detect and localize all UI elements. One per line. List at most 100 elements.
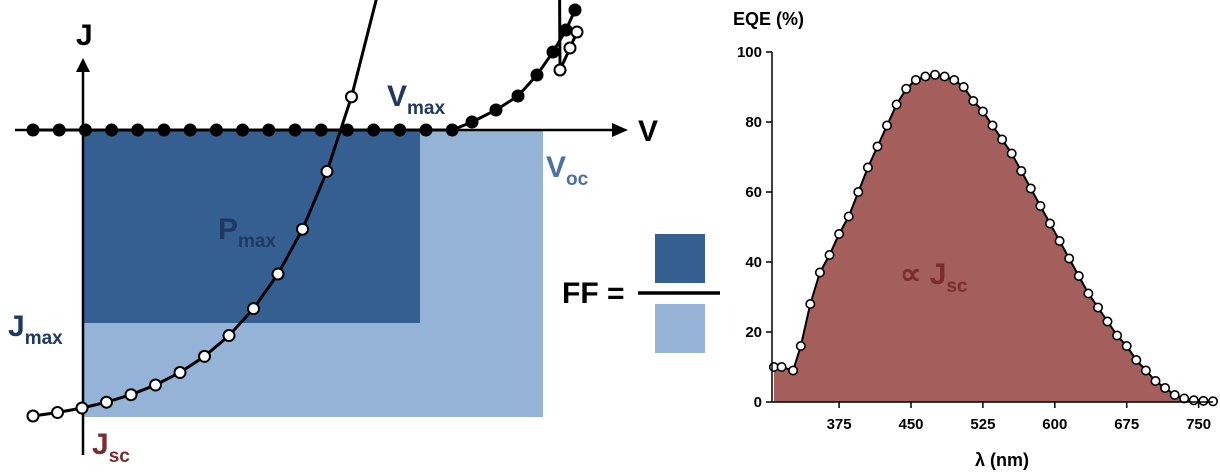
eqe-point [776, 361, 787, 372]
light-jv-point [553, 63, 567, 77]
eqe-point [1093, 302, 1104, 313]
eqe-x-tick-label: 525 [970, 416, 995, 433]
voc-label: Voc [546, 151, 589, 190]
eqe-point [939, 71, 950, 82]
eqe-point [843, 211, 854, 222]
light-jv-points [26, 25, 584, 423]
eqe-chart: EQE (%) λ (nm) 0 20 40 60 80 100 375 450 525 600 6… [733, 9, 1219, 470]
dark-jv-point [559, 23, 573, 37]
ff-numerator-pmax-swatch [655, 234, 705, 283]
eqe-point [1083, 288, 1094, 299]
eqe-y-tick-label: 0 [754, 394, 762, 411]
eqe-point [853, 187, 864, 198]
eqe-point [1006, 148, 1017, 159]
eqe-point [1121, 340, 1132, 351]
eqe-x-tick-label: 600 [1042, 416, 1067, 433]
eqe-point [1073, 270, 1084, 281]
eqe-point [824, 250, 835, 261]
fill-factor-equation: FF = [562, 234, 720, 353]
dark-jv-point [568, 3, 582, 17]
eqe-point [1112, 330, 1123, 341]
eqe-point [1035, 201, 1046, 212]
eqe-point [1102, 316, 1113, 327]
jv-diagram: J V Vmax Voc Pmax Jmax Jsc [8, 0, 658, 467]
jsc-label: Jsc [92, 428, 130, 467]
eqe-point [1054, 236, 1065, 247]
dark-jv-point [26, 123, 40, 137]
eqe-x-tick-label: 750 [1186, 416, 1211, 433]
eqe-point [1045, 218, 1056, 229]
dark-jv-point [393, 123, 407, 137]
light-jv-point [296, 222, 309, 236]
eqe-y-tick-label: 100 [737, 44, 762, 61]
light-jv-point [345, 90, 358, 104]
dark-jv-point [367, 123, 381, 137]
dark-jv-point [419, 123, 433, 137]
dark-jv-point [288, 123, 302, 137]
pmax-rect [83, 130, 420, 323]
dark-jv-point [314, 123, 328, 137]
eqe-point [958, 82, 969, 93]
light-jv-point [222, 329, 236, 343]
light-jv-point [75, 401, 89, 415]
eqe-point [1188, 395, 1199, 406]
eqe-x-tick-label: 450 [898, 416, 923, 433]
eqe-point [968, 96, 979, 107]
ff-denominator-area-swatch [655, 304, 705, 353]
eqe-point [1131, 354, 1142, 365]
light-jv-point [570, 25, 584, 39]
dark-jv-point [546, 45, 560, 59]
eqe-point [872, 141, 883, 152]
eqe-point [881, 120, 892, 131]
eqe-point [891, 99, 902, 110]
eqe-x-tick-label: 375 [827, 416, 852, 433]
light-jv-point [198, 349, 211, 363]
dark-jv-point [340, 123, 354, 137]
dark-jv-point [489, 103, 503, 117]
eqe-ticks: 0 20 40 60 80 100 375 450 525 600 675 750 [737, 44, 1211, 433]
light-jv-point [100, 395, 113, 409]
dark-jv-point [157, 123, 171, 137]
v-axis-arrow-icon [612, 123, 628, 137]
dark-jv-point [183, 123, 197, 137]
dark-jv-point [236, 123, 250, 137]
dark-jv-point [262, 123, 276, 137]
light-jv-point [563, 41, 577, 55]
jmax-label: Jmax [8, 310, 63, 349]
light-jv-point [247, 302, 260, 316]
eqe-point [1160, 382, 1171, 393]
dark-jv-point [465, 115, 479, 129]
eqe-y-axis-title: EQE (%) [733, 9, 804, 29]
light-jv-point [26, 409, 40, 423]
vmax-label: Vmax [387, 80, 445, 119]
dark-jv-point [445, 123, 459, 137]
eqe-point [997, 134, 1008, 145]
eqe-point [920, 71, 931, 82]
eqe-point [1025, 183, 1036, 194]
eqe-point [901, 83, 912, 94]
eqe-y-tick-label: 40 [745, 254, 762, 271]
eqe-x-tick-label: 675 [1114, 416, 1139, 433]
light-jv-point [149, 378, 162, 392]
eqe-point [805, 298, 816, 309]
light-jv-point [124, 388, 138, 402]
eqe-point [949, 75, 960, 86]
eqe-point [929, 69, 940, 80]
light-jv-point [271, 267, 285, 281]
eqe-x-axis-title: λ (nm) [975, 450, 1029, 470]
eqe-point [1140, 365, 1151, 376]
eqe-point [910, 75, 921, 86]
ff-label: FF = [562, 277, 625, 310]
pmax-label: Pmax [218, 213, 276, 252]
eqe-point [834, 229, 845, 240]
dark-jv-point [105, 123, 119, 137]
dark-jv-point [209, 123, 223, 137]
dark-jv-point [131, 123, 145, 137]
eqe-point [862, 162, 873, 173]
eqe-y-tick-label: 60 [745, 184, 762, 201]
eqe-point [977, 106, 988, 117]
eqe-point [987, 120, 998, 131]
dark-jv-point [78, 123, 92, 137]
eqe-y-tick-label: 20 [745, 324, 762, 341]
v-axis-label: V [638, 115, 658, 148]
